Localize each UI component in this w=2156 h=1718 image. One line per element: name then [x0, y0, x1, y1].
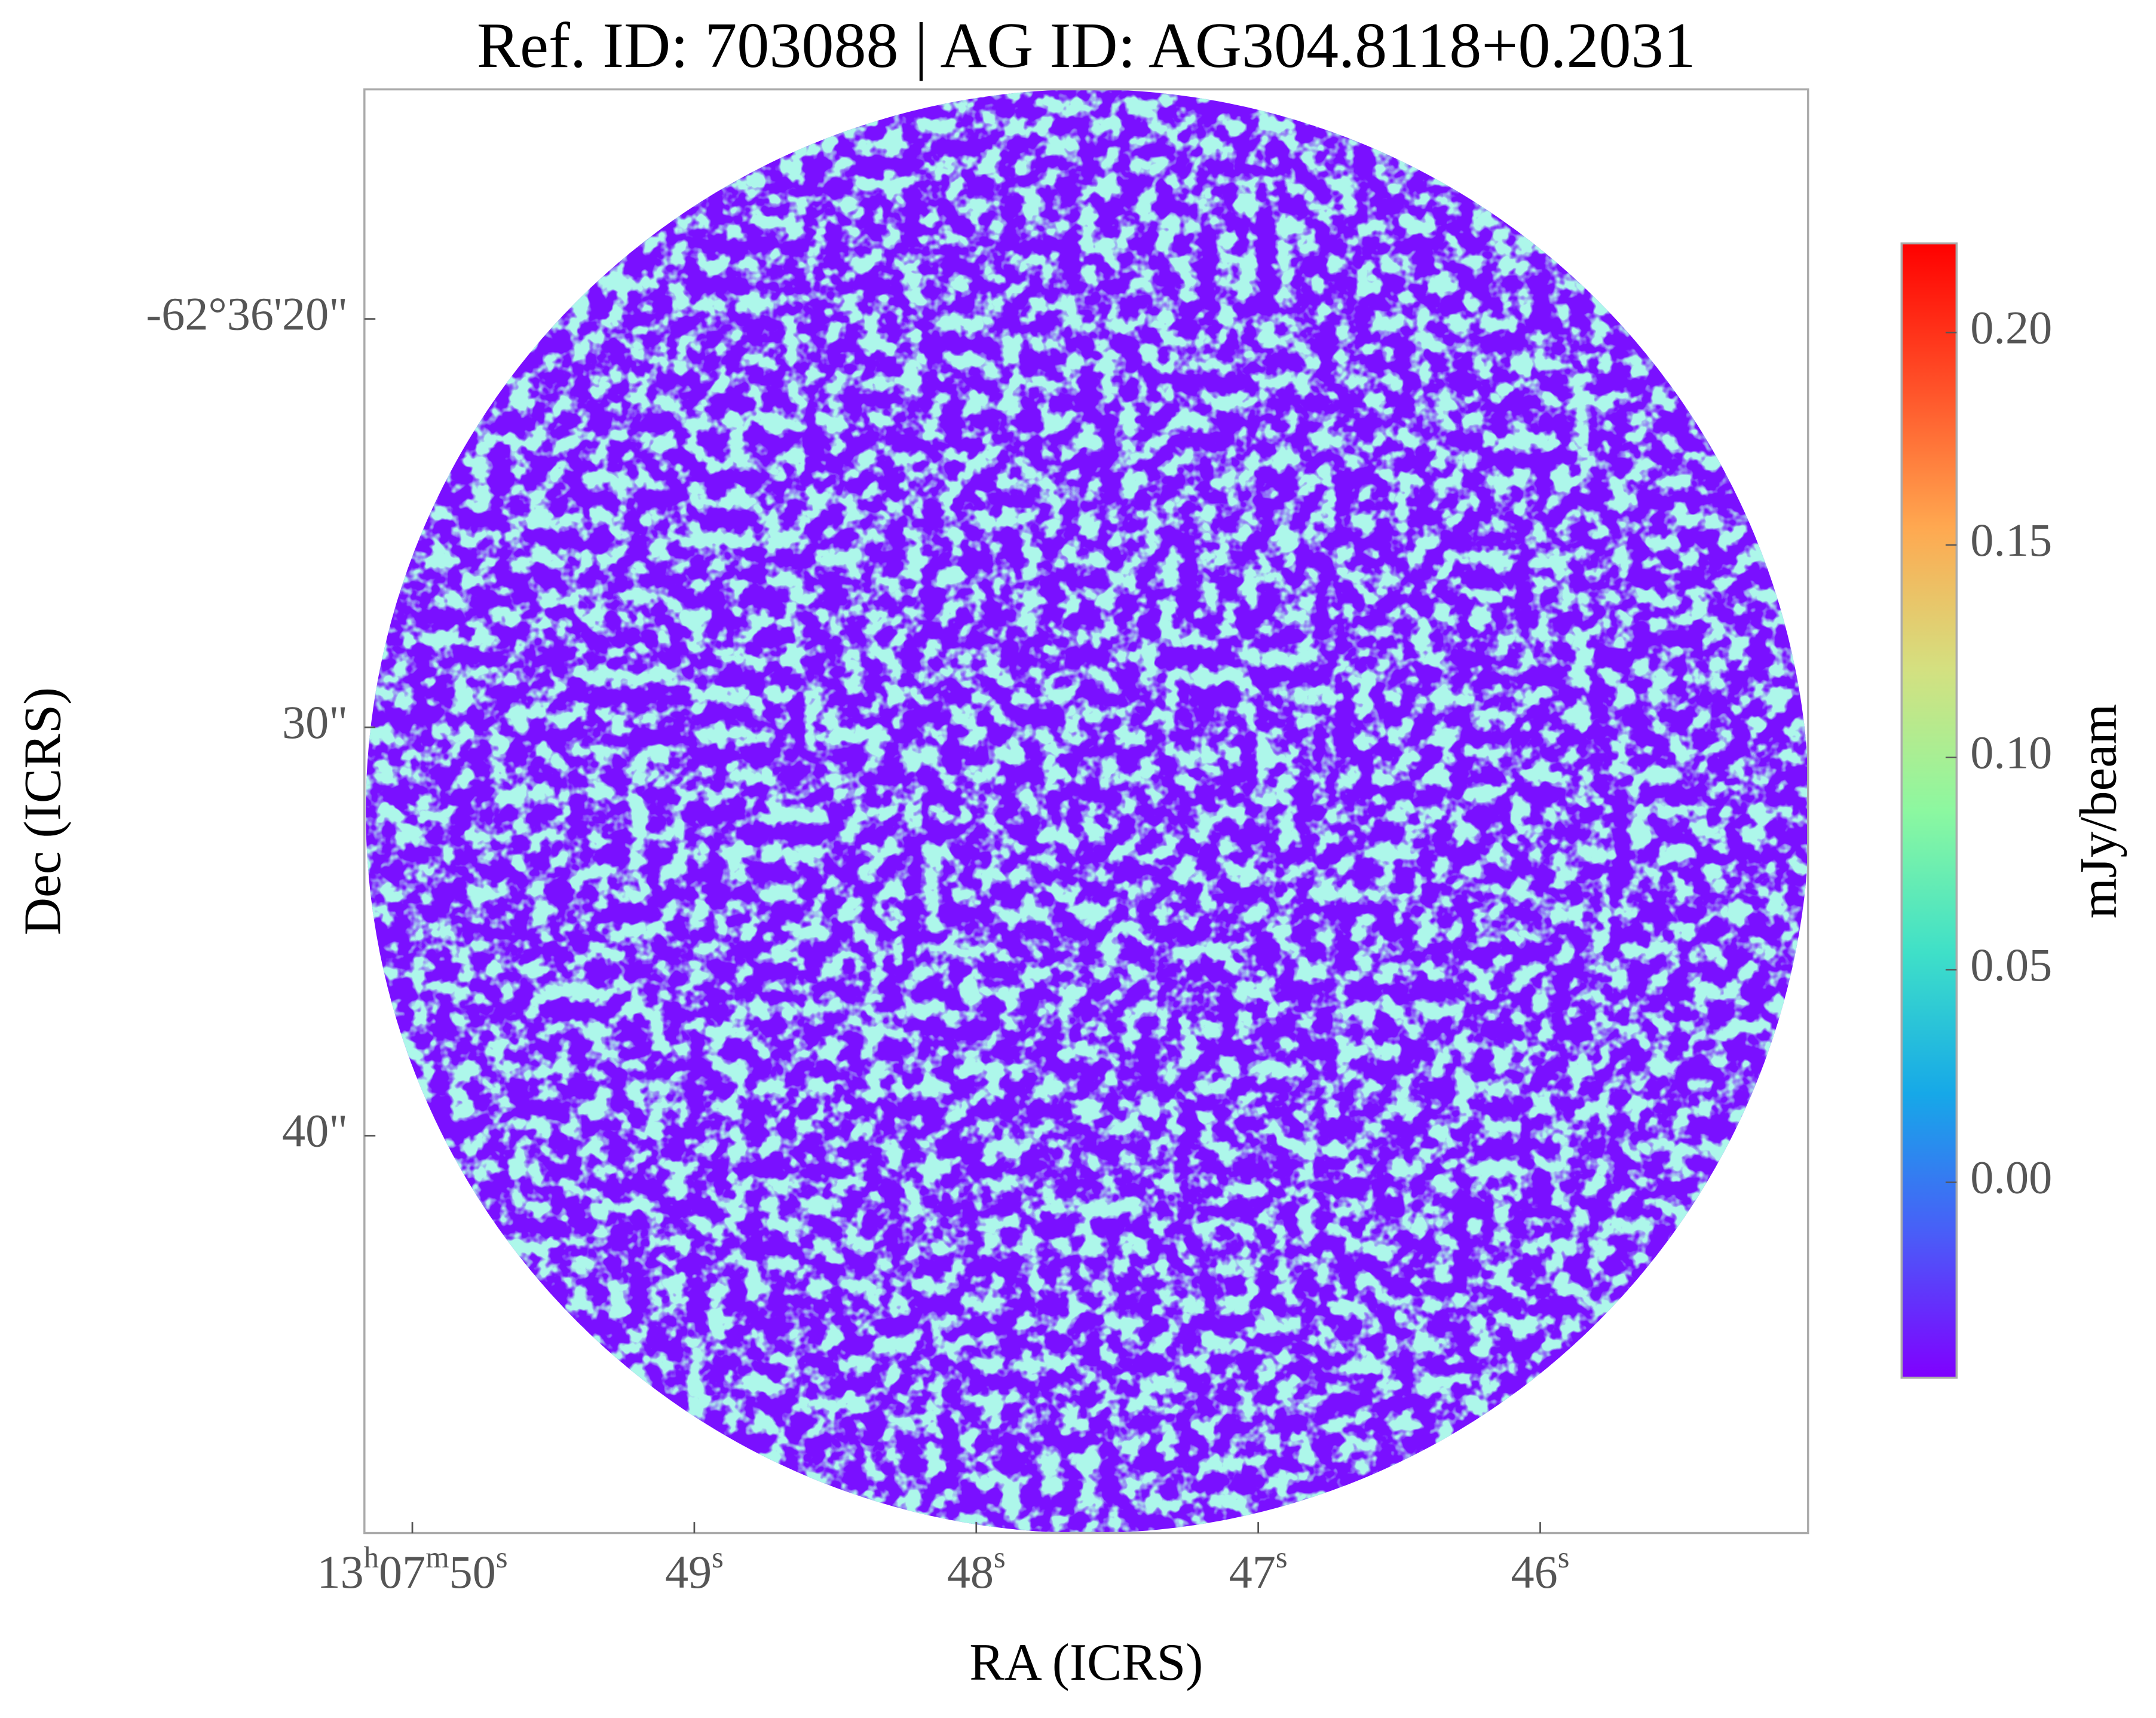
y-tick-label: -62°36'20"	[146, 288, 348, 340]
image-disk	[366, 89, 1808, 1533]
colorbar-tick-label: 0.10	[1970, 726, 2052, 778]
y-tick-label: 30"	[282, 696, 348, 748]
colorbar-label: mJy/beam	[2069, 704, 2127, 918]
y-tick-label: 40"	[282, 1104, 348, 1156]
y-axis-label: Dec (ICRS)	[14, 687, 72, 935]
x-tick-label: 46s	[1511, 1541, 1570, 1598]
colorbar	[1900, 242, 1958, 1379]
x-tick-label: 13h07m50s	[317, 1541, 508, 1598]
colorbar-tick-label: 0.00	[1970, 1151, 2052, 1203]
x-tick-label: 48s	[947, 1541, 1006, 1598]
colorbar-tick-label: 0.20	[1970, 302, 2052, 354]
x-tick-label: 49s	[665, 1541, 724, 1598]
x-axis-label: RA (ICRS)	[969, 1633, 1203, 1691]
colorbar-tick-label: 0.05	[1970, 939, 2052, 991]
chart-title: Ref. ID: 703088 | AG ID: AG304.8118+0.20…	[477, 10, 1696, 81]
plot-frame	[363, 88, 1809, 1535]
colorbar-tick-label: 0.15	[1970, 514, 2052, 566]
image-noise	[366, 89, 1808, 1533]
x-tick-label: 47s	[1229, 1541, 1288, 1598]
